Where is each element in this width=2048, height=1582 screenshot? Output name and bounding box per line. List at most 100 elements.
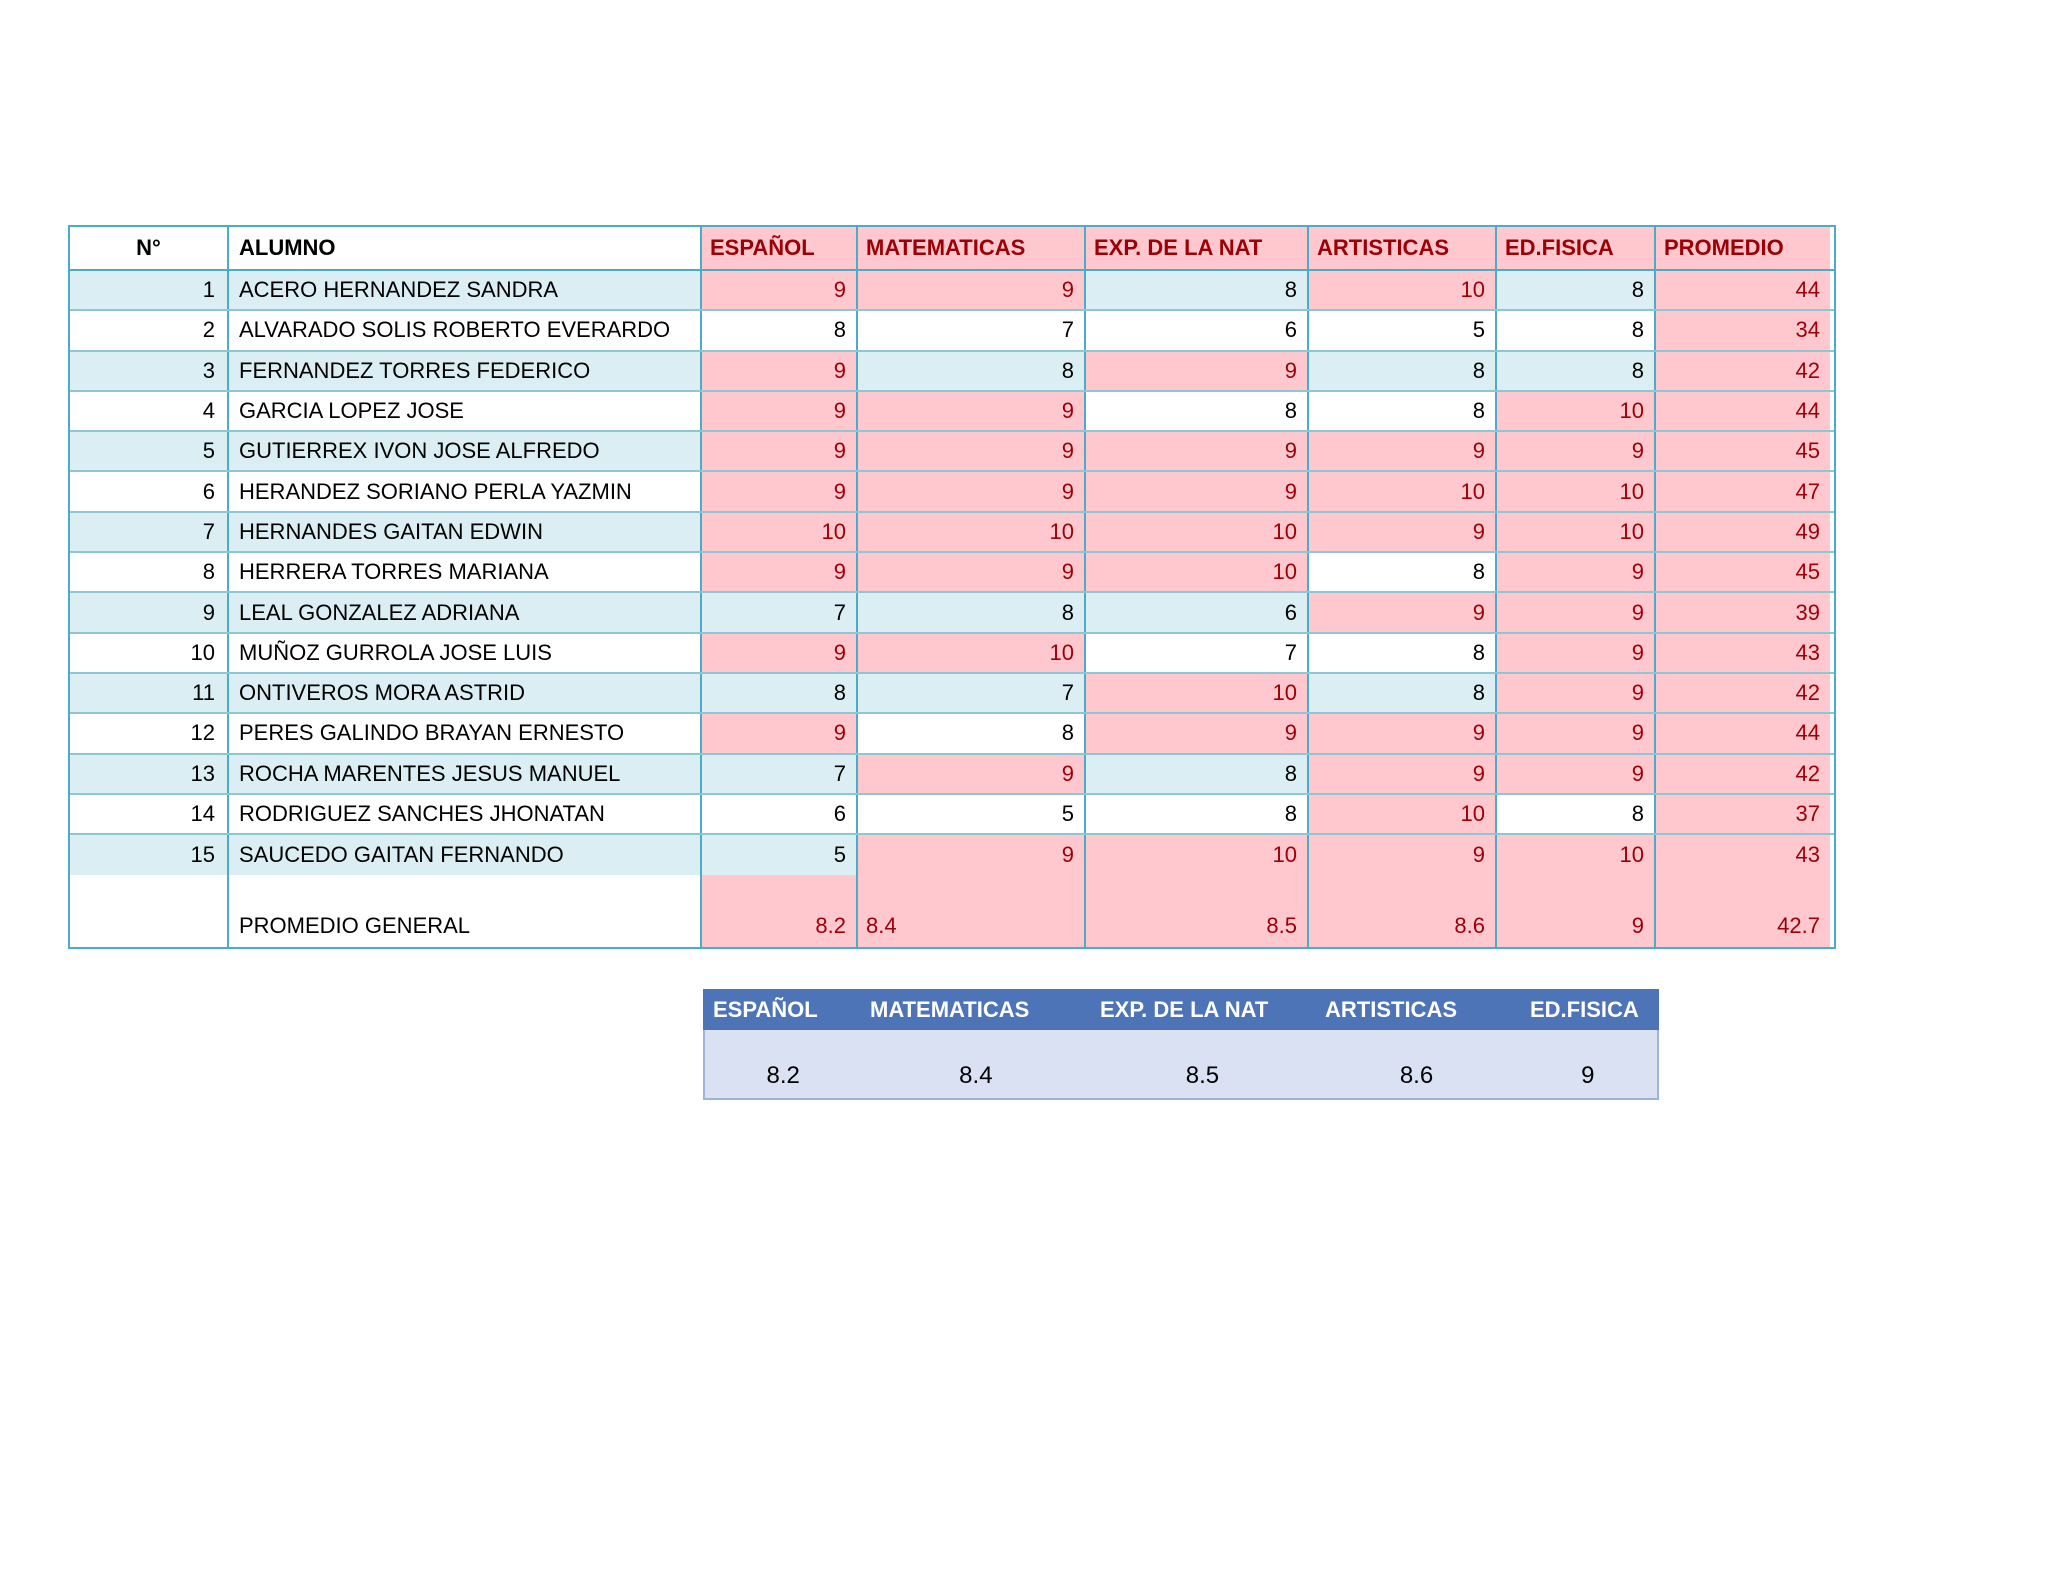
summary-value-espanol: 8.2	[766, 1062, 800, 1089]
table-row: 1 ACERO HERNANDEZ SANDRA 9 9 8 10 8 44	[70, 271, 1834, 312]
column-header-exp-de-la-nat: EXP. DE LA NAT	[1086, 227, 1309, 269]
grade-cell: 8	[858, 714, 1086, 753]
total-promedio: 42.7	[1656, 875, 1830, 948]
total-matematicas: 8.4	[858, 875, 1086, 948]
promedio-cell: 42	[1656, 351, 1830, 390]
total-row: PROMEDIO GENERAL 8.2 8.4 8.5 8.6 9 42.7	[70, 875, 1834, 948]
grade-cell: 9	[1497, 432, 1656, 471]
grade-cell: 9	[858, 754, 1086, 793]
grade-cell: 10	[1497, 472, 1656, 511]
student-name-cell: HERANDEZ SORIANO PERLA YAZMIN	[229, 472, 702, 511]
grade-cell: 6	[1086, 311, 1309, 350]
row-number-cell: 4	[70, 391, 229, 431]
student-name-cell: MUÑOZ GURROLA JOSE LUIS	[229, 633, 702, 672]
row-number-cell: 1	[70, 271, 229, 310]
grade-cell: 9	[1086, 472, 1309, 511]
table-row: 5 GUTIERREX IVON JOSE ALFREDO 9 9 9 9 9 45	[70, 432, 1834, 473]
summary-header-ed-fisica: ED.FISICA	[1530, 996, 1639, 1022]
student-name-cell: FERNANDEZ TORRES FEDERICO	[229, 351, 702, 390]
grade-cell: 9	[702, 391, 858, 431]
column-header-matematicas: MATEMATICAS	[858, 227, 1086, 269]
grade-cell: 6	[1086, 593, 1309, 632]
row-number-cell: 14	[70, 794, 229, 834]
promedio-cell: 37	[1656, 794, 1830, 834]
grade-cell: 10	[858, 633, 1086, 672]
grade-cell: 10	[702, 512, 858, 552]
summary-header-artisticas: ARTISTICAS	[1325, 996, 1457, 1022]
total-row-label: PROMEDIO GENERAL	[229, 875, 702, 948]
student-name-cell: GUTIERREX IVON JOSE ALFREDO	[229, 432, 702, 471]
total-ed-fisica: 9	[1497, 875, 1656, 948]
grade-cell: 9	[702, 472, 858, 511]
table-row: 3 FERNANDEZ TORRES FEDERICO 9 8 9 8 8 42	[70, 351, 1834, 392]
row-number-cell: 9	[70, 593, 229, 632]
column-header-numero: N°	[70, 227, 229, 269]
grade-cell: 8	[1309, 633, 1497, 672]
grade-cell: 9	[1309, 714, 1497, 753]
grade-cell: 10	[1086, 553, 1309, 592]
row-number-cell: 15	[70, 835, 229, 876]
grade-cell: 9	[858, 432, 1086, 471]
promedio-cell: 42	[1656, 754, 1830, 793]
grade-cell: 9	[858, 835, 1086, 876]
table-row: 12 PERES GALINDO BRAYAN ERNESTO 9 8 9 9 9 44	[70, 714, 1834, 755]
grade-cell: 8	[1497, 794, 1656, 834]
student-name-cell: HERNANDES GAITAN EDWIN	[229, 512, 702, 552]
grade-cell: 9	[1497, 673, 1656, 713]
total-exp-de-la-nat: 8.5	[1086, 875, 1309, 948]
column-header-ed-fisica: ED.FISICA	[1497, 227, 1656, 269]
column-header-alumno: ALUMNO	[229, 227, 702, 269]
promedio-cell: 34	[1656, 311, 1830, 350]
table-row: 11 ONTIVEROS MORA ASTRID 8 7 10 8 9 42	[70, 673, 1834, 715]
summary-header-espanol: ESPAÑOL	[713, 996, 818, 1022]
grade-cell: 9	[1309, 432, 1497, 471]
grade-cell: 10	[1309, 472, 1497, 511]
total-artisticas: 8.6	[1309, 875, 1497, 948]
row-number-cell: 11	[70, 673, 229, 713]
grade-cell: 7	[702, 593, 858, 632]
summary-values-row: 8.2 8.4 8.5 8.6 9	[703, 1030, 1659, 1100]
grade-cell: 9	[858, 271, 1086, 310]
summary-header-row: ESPAÑOL MATEMATICAS EXP. DE LA NAT ARTIS…	[703, 989, 1659, 1030]
grade-cell: 8	[1086, 271, 1309, 310]
row-number-cell: 6	[70, 472, 229, 511]
grade-table: N° ALUMNO ESPAÑOL MATEMATICAS EXP. DE LA…	[68, 225, 1836, 950]
grade-cell: 5	[702, 835, 858, 876]
grade-cell: 8	[1309, 553, 1497, 592]
summary-value-exp-de-la-nat: 8.5	[1185, 1062, 1220, 1089]
table-row: 7 HERNANDES GAITAN EDWIN 10 10 10 9 10 49	[70, 512, 1834, 554]
student-name-cell: PERES GALINDO BRAYAN ERNESTO	[229, 714, 702, 753]
table-row: 4 GARCIA LOPEZ JOSE 9 9 8 8 10 44	[70, 391, 1834, 433]
promedio-cell: 45	[1656, 553, 1830, 592]
grade-cell: 7	[858, 311, 1086, 350]
table-row: 15 SAUCEDO GAITAN FERNANDO 5 9 10 9 10 43	[70, 835, 1834, 876]
grade-cell: 9	[702, 271, 858, 310]
row-number-cell: 10	[70, 633, 229, 672]
grade-table-header-row: N° ALUMNO ESPAÑOL MATEMATICAS EXP. DE LA…	[70, 227, 1834, 271]
grade-cell: 8	[1086, 794, 1309, 834]
grade-cell: 8	[1086, 754, 1309, 793]
grade-cell: 10	[1309, 271, 1497, 310]
table-row: 10 MUÑOZ GURROLA JOSE LUIS 9 10 7 8 9 43	[70, 633, 1834, 674]
promedio-cell: 39	[1656, 593, 1830, 632]
grade-cell: 8	[1497, 271, 1656, 310]
student-name-cell: HERRERA TORRES MARIANA	[229, 553, 702, 592]
promedio-cell: 49	[1656, 512, 1830, 552]
grade-cell: 9	[858, 391, 1086, 431]
column-header-promedio: PROMEDIO	[1656, 227, 1830, 269]
grade-cell: 8	[1309, 673, 1497, 713]
grade-cell: 10	[1086, 835, 1309, 876]
table-row: 13 ROCHA MARENTES JESUS MANUEL 7 9 8 9 9 42	[70, 754, 1834, 795]
grade-cell: 5	[1309, 311, 1497, 350]
grade-cell: 8	[702, 311, 858, 350]
grade-cell: 9	[1309, 593, 1497, 632]
summary-value-ed-fisica: 9	[1581, 1062, 1595, 1089]
promedio-cell: 44	[1656, 391, 1830, 431]
grade-cell: 9	[1086, 432, 1309, 471]
table-row: 14 RODRIGUEZ SANCHES JHONATAN 6 5 8 10 8 37	[70, 794, 1834, 836]
total-row-empty-cell	[70, 875, 229, 948]
grade-cell: 9	[1309, 754, 1497, 793]
table-row: 6 HERANDEZ SORIANO PERLA YAZMIN 9 9 9 10 10 47	[70, 472, 1834, 513]
grade-cell: 8	[1086, 391, 1309, 431]
student-rows: 1 ACERO HERNANDEZ SANDRA 9 9 8 10 8 44 2 ALVARADO…	[70, 271, 1834, 876]
